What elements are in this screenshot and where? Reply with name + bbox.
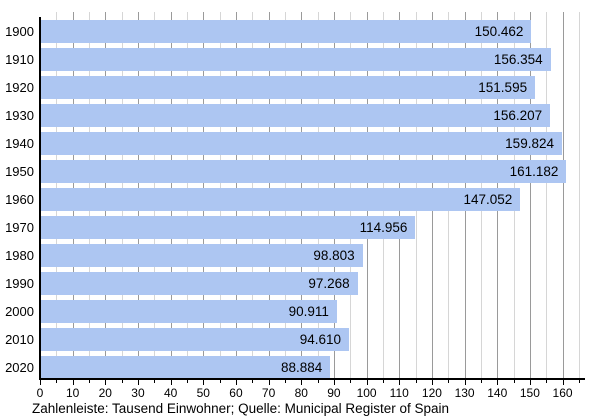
bar-value-label: 114.956 <box>359 220 408 235</box>
bar-2010 <box>40 328 349 351</box>
bar-value-label: 98.803 <box>313 248 355 263</box>
bar-value-label: 161.182 <box>509 164 559 179</box>
x-tick-label: 50 <box>196 386 210 400</box>
bar-value-label: 156.207 <box>493 108 543 123</box>
x-tick-label: 110 <box>389 386 409 400</box>
y-axis-label: 1950 <box>5 164 34 179</box>
bar-1970 <box>40 216 416 239</box>
bar-value-label: 156.354 <box>493 52 543 67</box>
y-axis-label: 2010 <box>5 332 34 347</box>
bar-1990 <box>40 272 358 295</box>
y-axis-label: 1920 <box>5 80 34 95</box>
bar-1950 <box>40 160 567 183</box>
bar-value-label: 151.595 <box>478 80 528 95</box>
gridline-minor <box>578 12 580 379</box>
x-tick-major <box>40 380 41 385</box>
bar-1900 <box>40 20 532 43</box>
x-tick-label: 140 <box>487 386 508 400</box>
x-tick-major <box>562 380 564 385</box>
x-tick-major <box>366 380 368 385</box>
x-tick-label: 70 <box>261 386 276 400</box>
x-tick-label: 30 <box>131 386 145 400</box>
y-axis-label: 1930 <box>5 108 34 123</box>
x-tick-major <box>203 380 205 385</box>
y-axis-label: 1990 <box>5 276 34 291</box>
x-tick-minor <box>56 380 58 383</box>
x-tick-label: 60 <box>229 386 243 400</box>
y-axis-label: 1960 <box>5 192 34 207</box>
x-tick-major <box>268 380 270 385</box>
y-axis-line <box>39 17 41 378</box>
x-tick-minor <box>88 380 90 383</box>
x-tick-label: 80 <box>294 386 308 400</box>
x-tick-minor <box>513 380 515 383</box>
x-tick-minor <box>415 380 417 383</box>
y-axis-label: 2000 <box>5 304 34 319</box>
x-tick-minor <box>186 380 188 383</box>
x-tick-minor <box>480 380 482 383</box>
x-tick-minor <box>546 380 548 383</box>
bar-1910 <box>40 48 551 71</box>
x-tick-minor <box>219 380 221 383</box>
y-axis-label: 1910 <box>5 52 34 67</box>
y-axis-label: 1900 <box>5 24 34 39</box>
x-tick-label: 10 <box>65 386 80 400</box>
bar-1920 <box>40 76 536 99</box>
gridline-major <box>529 12 531 379</box>
x-tick-major <box>235 380 237 385</box>
bar-1930 <box>40 104 551 127</box>
x-tick-label: 40 <box>163 386 178 400</box>
x-tick-minor <box>121 380 123 383</box>
bar-value-label: 147.052 <box>463 192 513 207</box>
x-tick-minor <box>252 380 254 383</box>
bar-1960 <box>40 188 521 211</box>
x-tick-major <box>333 380 335 385</box>
x-tick-minor <box>350 380 352 383</box>
y-axis-label: 1970 <box>5 220 34 235</box>
x-tick-major <box>170 380 172 385</box>
bar-value-label: 159.824 <box>505 136 554 151</box>
x-tick-label: 100 <box>356 386 377 400</box>
x-tick-major <box>497 380 499 385</box>
x-tick-minor <box>317 380 319 383</box>
y-axis-label: 2020 <box>5 360 34 375</box>
x-tick-major <box>301 380 303 385</box>
bar-2000 <box>40 300 337 323</box>
x-tick-minor <box>154 380 156 383</box>
x-tick-major <box>529 380 531 385</box>
x-tick-label: 150 <box>519 386 540 400</box>
bar-1940 <box>40 132 562 155</box>
x-tick-major <box>72 380 74 385</box>
gridline-major <box>562 12 564 379</box>
chart-caption: Zahlenleiste: Tausend Einwohner; Quelle:… <box>32 401 449 416</box>
bar-1980 <box>40 244 363 267</box>
x-tick-major <box>464 380 466 385</box>
bar-value-label: 150.462 <box>474 24 524 39</box>
gridline-minor <box>546 12 548 379</box>
x-tick-label: 0 <box>36 386 44 400</box>
x-tick-minor <box>284 380 286 383</box>
y-axis-label: 1940 <box>5 136 34 151</box>
x-tick-major <box>399 380 401 385</box>
bar-2020 <box>40 356 331 379</box>
x-tick-label: 120 <box>421 386 442 400</box>
bar-value-label: 88.884 <box>280 360 323 375</box>
x-tick-label: 130 <box>454 386 475 400</box>
x-tick-label: 20 <box>98 386 112 400</box>
x-tick-minor <box>448 380 450 383</box>
bar-value-label: 94.610 <box>299 332 341 347</box>
x-axis-line <box>39 378 585 380</box>
y-axis-label: 1980 <box>5 248 34 263</box>
x-tick-minor <box>382 380 384 383</box>
x-tick-major <box>137 380 139 385</box>
bar-value-label: 90.911 <box>288 304 329 319</box>
x-tick-label: 160 <box>552 386 573 400</box>
x-tick-label: 90 <box>327 386 341 400</box>
x-tick-major <box>431 380 433 385</box>
bar-value-label: 97.268 <box>308 276 350 291</box>
x-tick-major <box>105 380 107 385</box>
x-tick-minor <box>578 380 580 383</box>
